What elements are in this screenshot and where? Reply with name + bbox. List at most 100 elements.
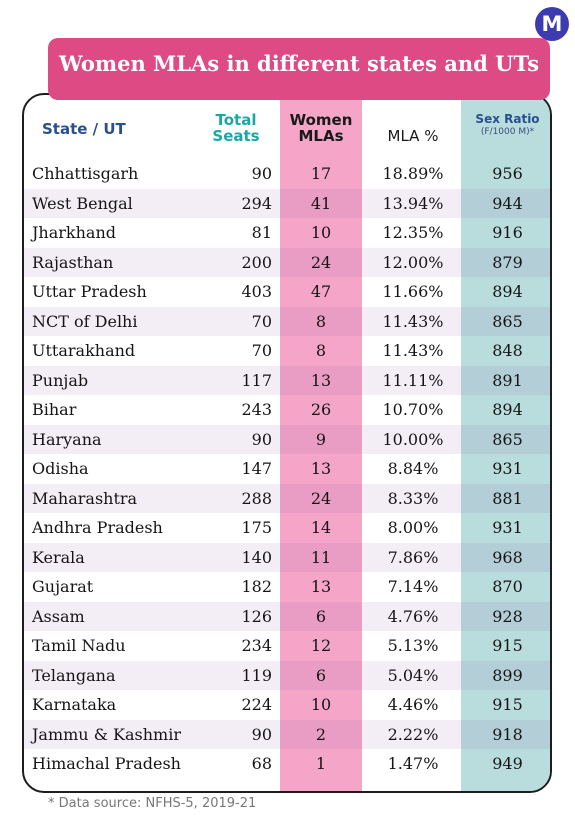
table-row: Bihar 243 26 10.70% 894 (24, 395, 550, 425)
cell-state: Rajasthan (32, 252, 114, 272)
header-state: State / UT (42, 120, 126, 138)
cell-sex-ratio: 879 (492, 252, 523, 272)
cell-total-seats: 68 (251, 754, 272, 774)
cell-mla-percent: 8.00% (387, 518, 439, 538)
row-stripe (24, 719, 550, 749)
header-sex-ratio: Sex Ratio (F/1000 M)* (461, 113, 550, 137)
cell-sex-ratio: 956 (492, 164, 523, 184)
cell-mla-percent: 8.84% (387, 459, 439, 479)
cell-sex-ratio: 899 (492, 665, 523, 685)
cell-state: Uttarakhand (32, 341, 136, 361)
cell-sex-ratio: 891 (492, 370, 523, 390)
table-row: West Bengal 294 41 13.94% 944 (24, 188, 550, 218)
cell-sex-ratio: 865 (492, 429, 523, 449)
cell-state: Kerala (32, 547, 85, 567)
row-stripe (24, 306, 550, 336)
cell-women-mlas: 24 (310, 252, 332, 272)
table-row: Punjab 117 13 11.11% 891 (24, 365, 550, 395)
header-total-seats: Total Seats (206, 112, 266, 145)
cell-women-mlas: 12 (310, 636, 332, 656)
cell-sex-ratio: 870 (492, 577, 523, 597)
header-mla-percent: MLA % (387, 127, 439, 145)
cell-mla-percent: 8.33% (387, 488, 439, 508)
cell-mla-percent: 11.43% (382, 341, 444, 361)
cell-sex-ratio: 918 (492, 724, 523, 744)
cell-state: Assam (32, 606, 85, 626)
cell-sex-ratio: 894 (492, 282, 523, 302)
cell-mla-percent: 11.66% (382, 282, 444, 302)
cell-total-seats: 224 (241, 695, 272, 715)
cell-women-mlas: 14 (310, 518, 332, 538)
cell-mla-percent: 10.70% (382, 400, 444, 420)
cell-state: NCT of Delhi (32, 311, 138, 331)
cell-state: Punjab (32, 370, 89, 390)
cell-women-mlas: 26 (310, 400, 332, 420)
row-stripe (24, 483, 550, 513)
cell-women-mlas: 13 (310, 577, 332, 597)
cell-total-seats: 403 (241, 282, 272, 302)
row-stripe (24, 365, 550, 395)
cell-state: Uttar Pradesh (32, 282, 147, 302)
table-row: Kerala 140 11 7.86% 968 (24, 542, 550, 572)
table-body: Chhattisgarh 90 17 18.89% 956 West Bengal 294 4… (24, 159, 550, 779)
cell-sex-ratio: 894 (492, 400, 523, 420)
cell-mla-percent: 12.00% (382, 252, 444, 272)
cell-total-seats: 182 (241, 577, 272, 597)
cell-state: Jammu & Kashmir (32, 724, 181, 744)
cell-women-mlas: 9 (315, 429, 327, 449)
cell-women-mlas: 17 (310, 164, 332, 184)
cell-state: Gujarat (32, 577, 94, 597)
cell-state: Jharkhand (32, 223, 116, 243)
chart-title: Women MLAs in different states and UTs (48, 38, 550, 100)
row-stripe (24, 424, 550, 454)
cell-mla-percent: 11.11% (382, 370, 444, 390)
cell-women-mlas: 24 (310, 488, 332, 508)
cell-sex-ratio: 915 (492, 636, 523, 656)
cell-state: Haryana (32, 429, 102, 449)
cell-total-seats: 117 (241, 370, 272, 390)
cell-mla-percent: 4.76% (387, 606, 439, 626)
header-women-line2: MLAs (298, 126, 344, 145)
cell-state: Chhattisgarh (32, 164, 139, 184)
cell-total-seats: 147 (241, 459, 272, 479)
table-row: Chhattisgarh 90 17 18.89% 956 (24, 159, 550, 189)
cell-women-mlas: 11 (310, 547, 332, 567)
cell-mla-percent: 1.47% (387, 754, 439, 774)
row-stripe (24, 601, 550, 631)
cell-state: West Bengal (32, 193, 133, 213)
cell-total-seats: 90 (251, 724, 272, 744)
cell-total-seats: 70 (251, 341, 272, 361)
cell-women-mlas: 2 (315, 724, 327, 744)
cell-mla-percent: 4.46% (387, 695, 439, 715)
cell-sex-ratio: 916 (492, 223, 523, 243)
table-row: Assam 126 6 4.76% 928 (24, 601, 550, 631)
cell-mla-percent: 12.35% (382, 223, 444, 243)
cell-total-seats: 81 (251, 223, 272, 243)
data-source-footnote: * Data source: NFHS-5, 2019-21 (48, 796, 257, 811)
cell-total-seats: 126 (241, 606, 272, 626)
cell-sex-ratio: 848 (492, 341, 523, 361)
cell-sex-ratio: 915 (492, 695, 523, 715)
cell-total-seats: 243 (241, 400, 272, 420)
cell-sex-ratio: 949 (492, 754, 523, 774)
women-mlas-column-highlight (280, 95, 362, 791)
cell-total-seats: 90 (251, 429, 272, 449)
cell-total-seats: 119 (241, 665, 272, 685)
cell-mla-percent: 7.14% (387, 577, 439, 597)
cell-total-seats: 140 (241, 547, 272, 567)
cell-mla-percent: 5.13% (387, 636, 439, 656)
cell-state: Andhra Pradesh (32, 518, 163, 538)
row-stripe (24, 660, 550, 690)
row-stripe (24, 542, 550, 572)
row-stripe (24, 188, 550, 218)
cell-state: Tamil Nadu (32, 636, 126, 656)
table-row: Himachal Pradesh 68 1 1.47% 949 (24, 749, 550, 779)
header-women-mlas: Women MLAs (280, 112, 362, 145)
cell-state: Karnataka (32, 695, 117, 715)
cell-mla-percent: 5.04% (387, 665, 439, 685)
table-row: Tamil Nadu 234 12 5.13% 915 (24, 631, 550, 661)
table-row: Andhra Pradesh 175 14 8.00% 931 (24, 513, 550, 543)
table-row: Maharashtra 288 24 8.33% 881 (24, 483, 550, 513)
brand-logo: M (535, 7, 569, 41)
table-row: Haryana 90 9 10.00% 865 (24, 424, 550, 454)
